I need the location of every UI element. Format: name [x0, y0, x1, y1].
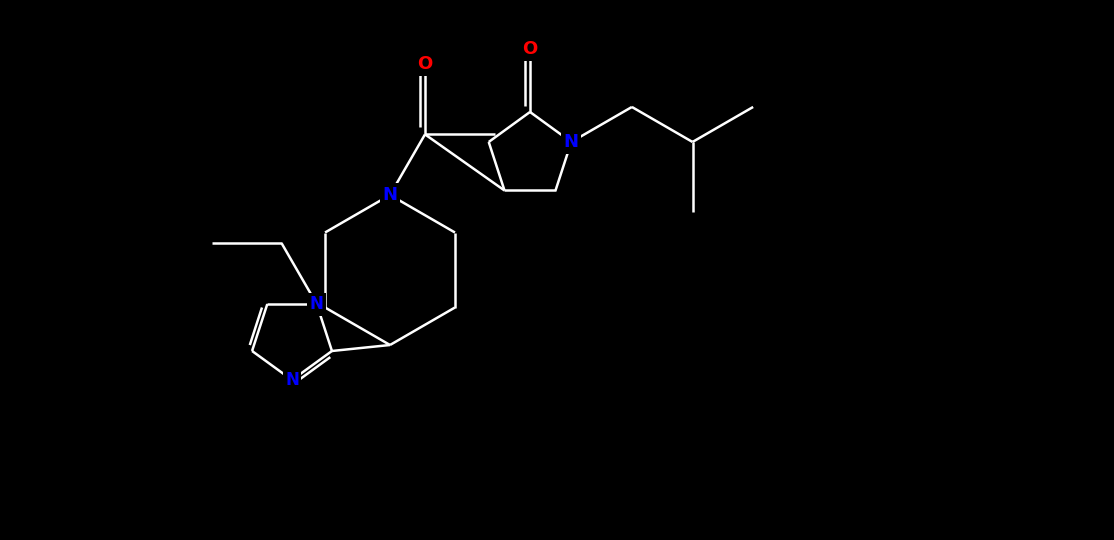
Text: N: N [310, 295, 324, 313]
Text: N: N [285, 371, 299, 389]
Text: O: O [522, 40, 538, 58]
Text: N: N [564, 133, 579, 151]
Text: O: O [418, 56, 432, 73]
Text: N: N [382, 186, 398, 204]
